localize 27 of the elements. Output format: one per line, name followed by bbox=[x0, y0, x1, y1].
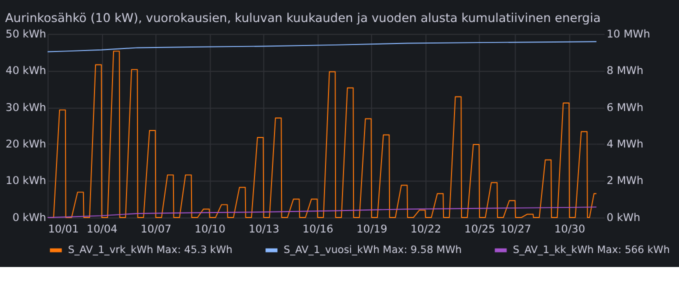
x-tick-label: 10/22 bbox=[410, 222, 442, 236]
x-tick-label: 10/27 bbox=[500, 222, 532, 236]
y2-tick-label: 8 MWh bbox=[606, 64, 644, 78]
y2-tick-label: 6 MWh bbox=[606, 100, 644, 114]
y-tick-label: 50 kWh bbox=[6, 27, 46, 40]
x-tick-label: 10/25 bbox=[464, 222, 496, 236]
legend-label: S_AV_1_kk_kWh Max: 566 kWh bbox=[512, 245, 670, 256]
legend-label: S_AV_1_vrk_kWh Max: 45.3 kWh bbox=[68, 245, 232, 256]
y2-tick-label: 10 MWh bbox=[606, 27, 650, 40]
legend-label: S_AV_1_vuosi_kWh Max: 9.58 MWh bbox=[284, 245, 462, 256]
y-tick-label: 20 kWh bbox=[6, 137, 46, 150]
y-tick-label: 0 kWh bbox=[12, 210, 46, 224]
x-tick-label: 10/16 bbox=[302, 222, 334, 236]
x-tick-label: 10/04 bbox=[86, 222, 118, 236]
y-tick-label: 10 kWh bbox=[6, 174, 46, 188]
x-tick-label: 10/13 bbox=[248, 222, 280, 236]
y-tick-label: 30 kWh bbox=[6, 100, 46, 114]
x-tick-label: 10/10 bbox=[194, 222, 226, 236]
x-tick-label: 10/07 bbox=[140, 222, 172, 236]
chart-title: Aurinkosähkö (10 kW), vuorokausien, kuluvan kuukauden ja vuoden alusta kumulatiivinen energia bbox=[5, 10, 601, 25]
y2-tick-label: 4 MWh bbox=[606, 137, 644, 150]
x-tick-label: 10/30 bbox=[554, 222, 586, 236]
x-tick-label: 10/19 bbox=[356, 222, 388, 236]
y2-tick-label: 2 MWh bbox=[606, 174, 644, 188]
y2-tick-label: 0 kWh bbox=[606, 210, 640, 224]
x-tick-label: 10/01 bbox=[48, 222, 79, 236]
y-tick-label: 40 kWh bbox=[6, 64, 46, 78]
